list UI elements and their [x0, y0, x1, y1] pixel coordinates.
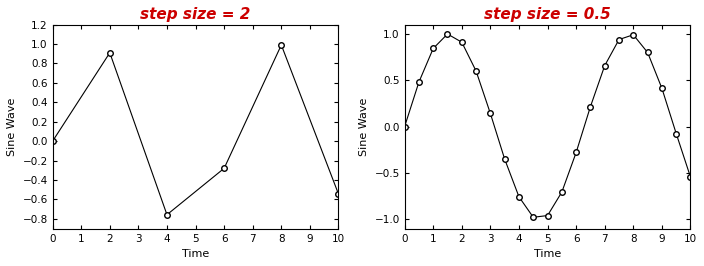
X-axis label: Time: Time	[534, 249, 561, 259]
Y-axis label: Sine Wave: Sine Wave	[7, 97, 17, 156]
X-axis label: Time: Time	[182, 249, 209, 259]
Title: step size = 2: step size = 2	[140, 7, 251, 22]
Y-axis label: Sine Wave: Sine Wave	[359, 97, 369, 156]
Title: step size = 0.5: step size = 0.5	[484, 7, 611, 22]
